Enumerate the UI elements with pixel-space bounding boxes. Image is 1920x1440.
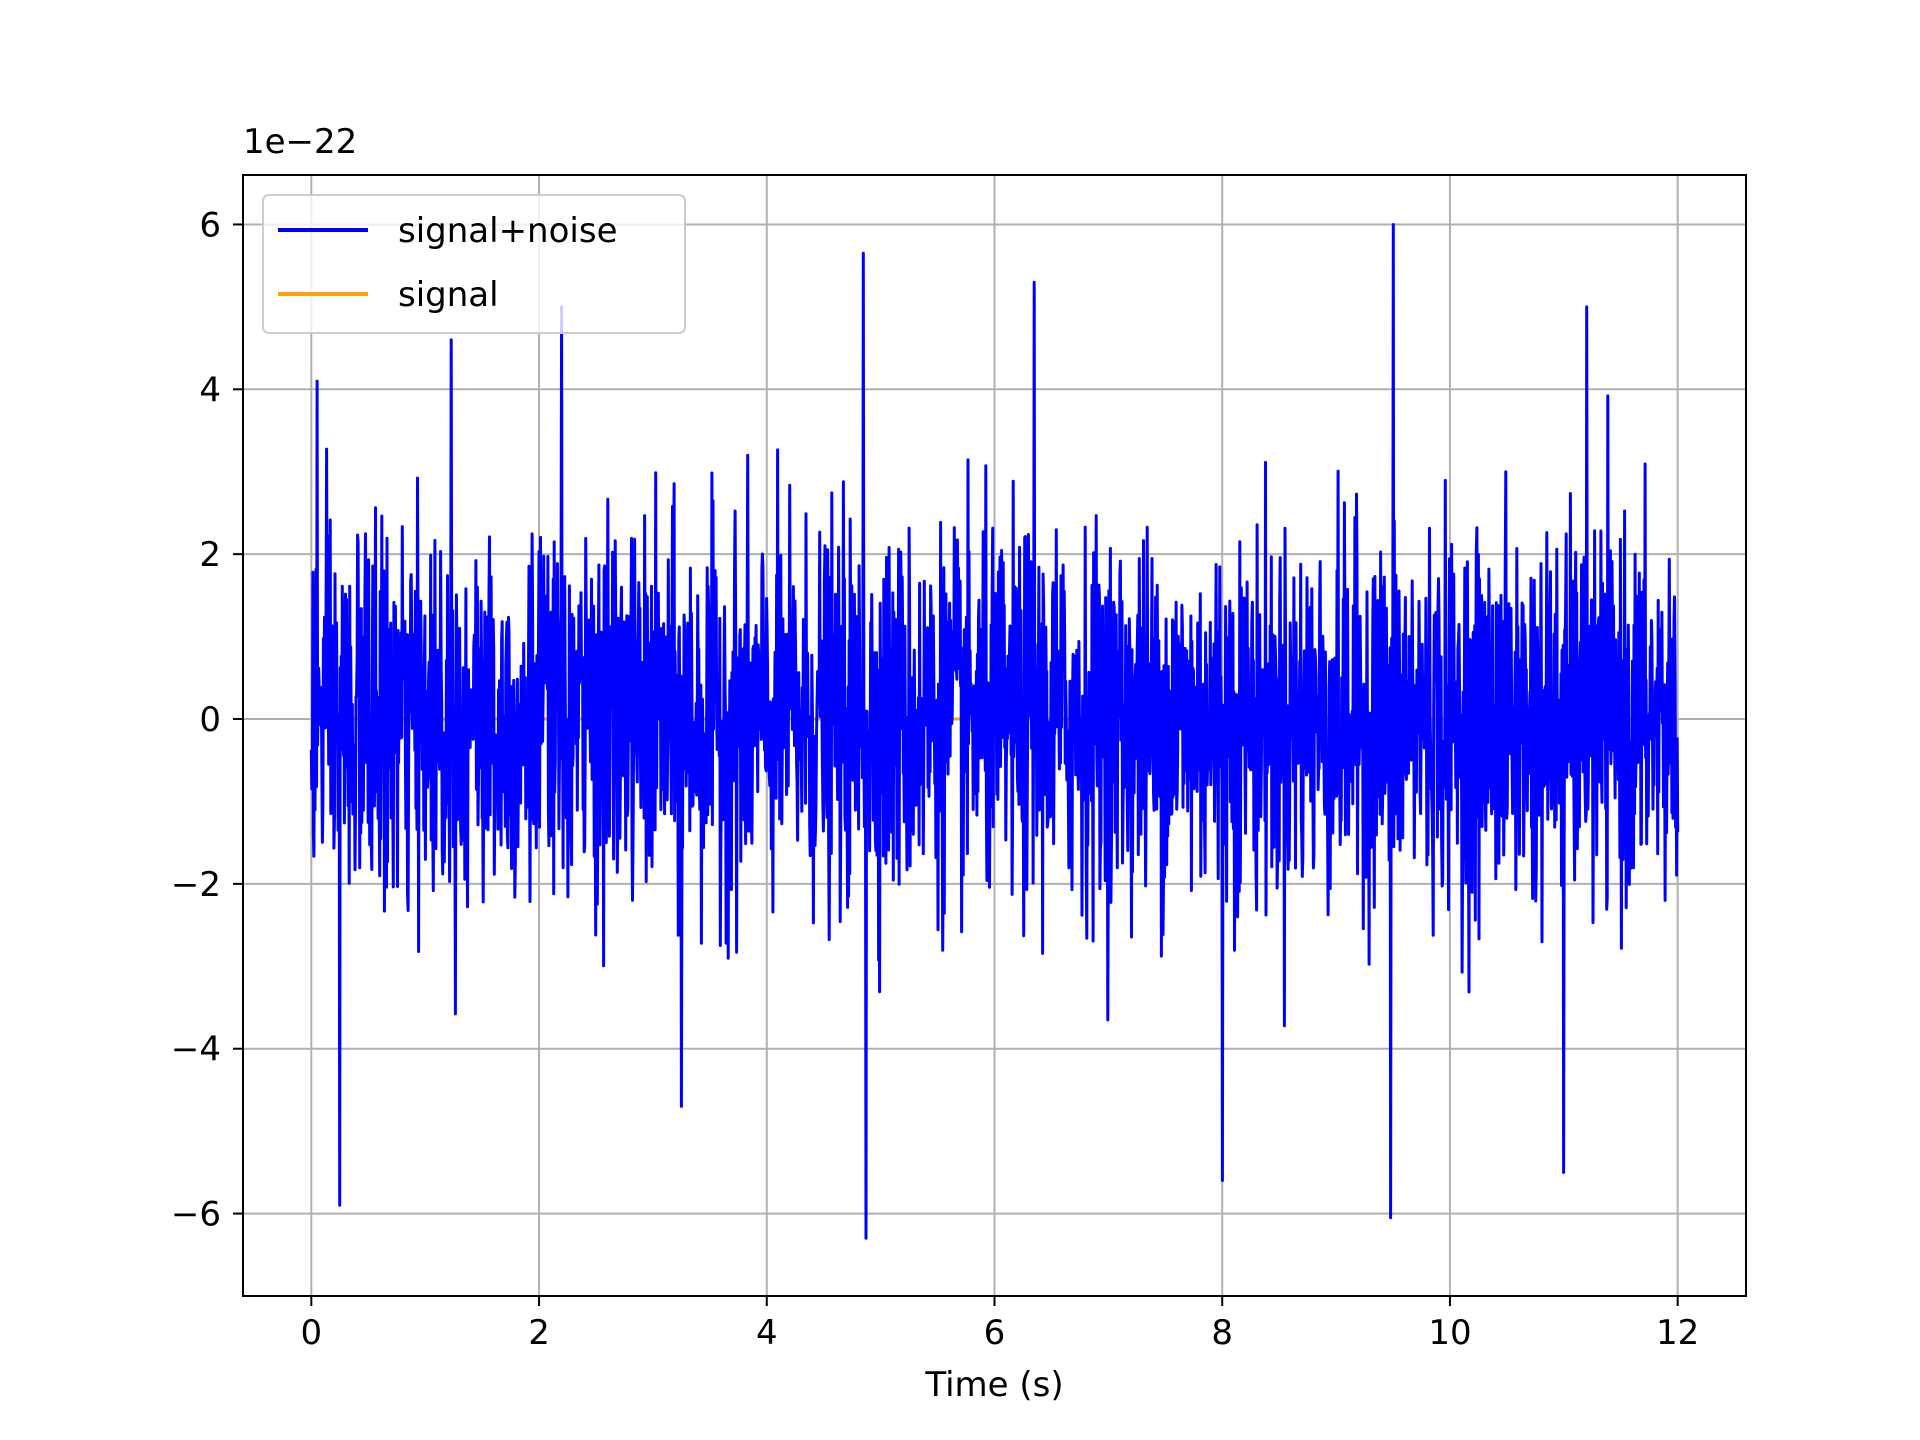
x-axis: 0 2 4 6 8 10 12 [300,1296,1699,1353]
y-tick-label: 4 [199,370,221,410]
legend-label-signal: signal [398,275,499,315]
y-tick-label: 2 [199,535,221,575]
plot-area [309,223,1680,1240]
y-offset-label: 1e−22 [243,122,357,162]
legend: signal+noise signal [262,194,686,334]
x-tick-label: 2 [528,1313,550,1353]
legend-box [262,194,686,334]
x-axis-label: Time (s) [924,1365,1063,1405]
x-tick-label: 12 [1656,1313,1699,1353]
x-tick-label: 6 [984,1313,1006,1353]
y-axis: −6 −4 −2 0 2 4 6 [171,205,243,1235]
x-tick-label: 10 [1428,1313,1471,1353]
series-signal-noise-line [309,223,1680,1240]
legend-label-signal-noise: signal+noise [398,211,618,251]
y-tick-label: −6 [171,1195,221,1235]
y-tick-label: −4 [171,1030,221,1070]
x-tick-label: 0 [300,1313,322,1353]
x-tick-label: 4 [756,1313,778,1353]
y-tick-label: 0 [199,700,221,740]
x-tick-label: 8 [1211,1313,1233,1353]
y-tick-label: 6 [199,205,221,245]
y-tick-label: −2 [171,865,221,905]
